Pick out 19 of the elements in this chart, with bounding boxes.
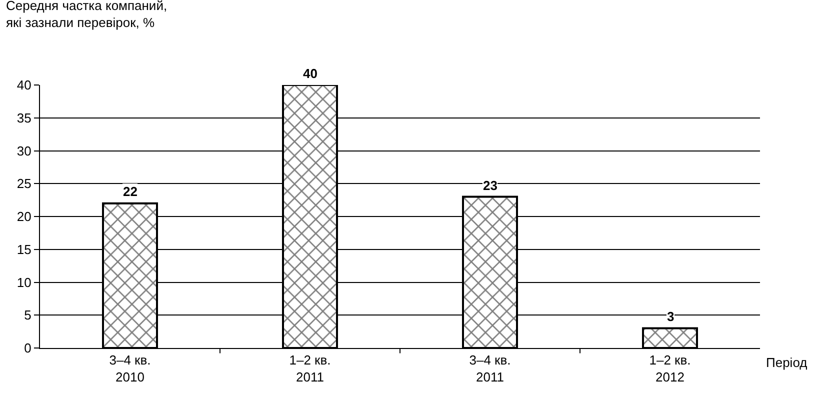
y-tick-label: 30	[16, 143, 32, 158]
y-tick-label: 0	[24, 340, 32, 356]
x-axis-title: Період	[766, 355, 808, 370]
data-label: 22	[123, 184, 138, 199]
y-tick-label: 20	[16, 209, 32, 224]
x-tick-label: 3–4 кв. 2010	[109, 352, 151, 384]
data-label: 23	[483, 178, 498, 193]
y-tick-label: 40	[16, 78, 32, 93]
data-label: 3	[667, 309, 674, 324]
y-tick-label: 25	[16, 176, 32, 192]
x-tick-label: 1–2 кв. 2011	[289, 352, 331, 384]
x-tick-label: 3–4 кв. 2011	[469, 352, 511, 384]
y-tick-label: 15	[16, 242, 32, 257]
y-axis-title: Середня частка компаний, які зазнали перевірок, %	[6, 0, 168, 30]
y-tick-label: 5	[24, 308, 32, 323]
y-tick-label: 35	[16, 110, 32, 126]
x-tick-label: 1–2 кв. 2012	[649, 352, 691, 384]
data-label: 40	[303, 66, 318, 81]
y-tick-label: 10	[16, 274, 32, 290]
